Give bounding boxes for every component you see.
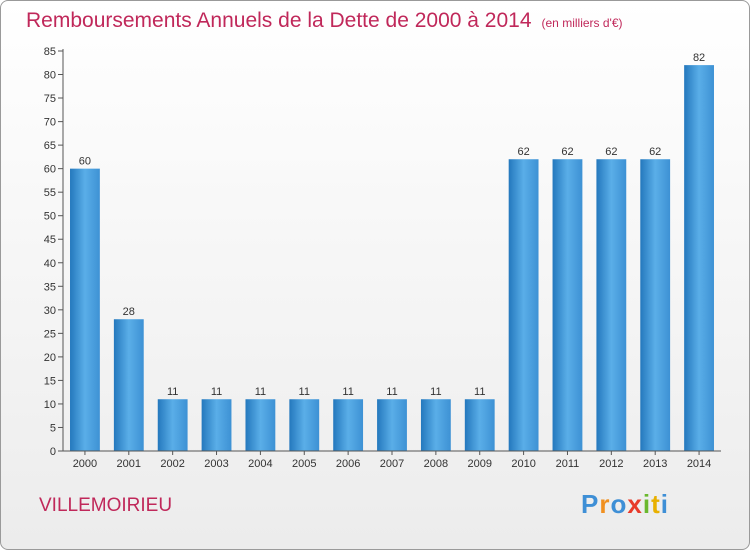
chart-title-text: Remboursements Annuels de la Dette de 20… (26, 9, 532, 32)
commune-name: VILLEMOIRIEU (39, 495, 173, 516)
y-tick-label: 5 (50, 422, 56, 434)
x-axis: 2000 2001 2002 2003 2004 2005 2006 2007 2008 2009… (63, 450, 721, 470)
logo-letter: r (599, 489, 611, 519)
logo-letter: i (642, 489, 652, 519)
data-label: 11 (255, 386, 266, 398)
y-tick-label: 80 (44, 70, 56, 82)
data-label: 62 (605, 146, 617, 158)
x-tick-label: 2012 (599, 458, 623, 470)
chart-unit-note: (en milliers d'€) (541, 16, 623, 30)
bar (201, 399, 232, 451)
bar (333, 399, 364, 451)
data-label: 11 (342, 386, 353, 398)
logo-letter: P (581, 489, 600, 519)
bar (596, 159, 627, 451)
bar (289, 399, 320, 451)
x-tick-label: 2003 (204, 458, 228, 470)
x-tick-label: 2000 (73, 458, 97, 470)
y-tick-label: 60 (44, 164, 56, 176)
y-tick-label: 50 (44, 211, 56, 223)
bar (157, 399, 188, 451)
y-tick-label: 0 (50, 446, 56, 458)
data-label: 11 (474, 386, 485, 398)
x-tick-label: 2009 (467, 458, 491, 470)
data-label: 11 (211, 386, 222, 398)
data-label: 60 (79, 156, 91, 168)
bar-series (70, 65, 714, 451)
logo-letter: i (660, 489, 669, 519)
y-tick-label: 75 (44, 93, 56, 105)
y-tick-label: 55 (44, 187, 56, 199)
x-tick-label: 2005 (292, 458, 316, 470)
bar (552, 159, 583, 451)
bar (113, 319, 144, 451)
y-tick-label: 85 (44, 46, 56, 58)
bar (420, 399, 451, 451)
y-tick-label: 15 (44, 375, 56, 387)
data-label: 62 (561, 146, 573, 158)
data-label: 82 (693, 52, 705, 64)
y-tick-label: 35 (44, 281, 56, 293)
x-tick-label: 2006 (336, 458, 360, 470)
y-tick-label: 30 (44, 305, 56, 317)
x-tick-label: 2004 (248, 458, 272, 470)
bar (640, 159, 671, 451)
logo-letter: t (651, 489, 661, 519)
proxiti-logo: Proxiti (581, 489, 669, 520)
y-tick-label: 20 (44, 352, 56, 364)
y-tick-label: 40 (44, 258, 56, 270)
x-tick-label: 2007 (380, 458, 404, 470)
y-axis: 0 5 10 15 20 25 30 35 40 45 50 55 60 65 70 75 80 85 (44, 46, 64, 458)
data-label: 11 (167, 386, 178, 398)
data-labels: 60 28 11 11 11 11 11 11 11 11 62 62 62 62 82 (79, 52, 705, 398)
x-tick-label: 2001 (117, 458, 141, 470)
bar (377, 399, 407, 451)
data-label: 11 (299, 386, 310, 398)
data-label: 11 (386, 386, 397, 398)
bar (245, 399, 276, 451)
y-tick-label: 10 (44, 399, 56, 411)
x-tick-label: 2014 (687, 458, 711, 470)
y-tick-label: 25 (44, 328, 56, 340)
bar (464, 399, 495, 451)
x-tick-label: 2002 (160, 458, 184, 470)
data-label: 28 (123, 306, 135, 318)
data-label: 62 (649, 146, 661, 158)
data-label: 62 (517, 146, 529, 158)
x-tick-label: 2010 (511, 458, 535, 470)
y-tick-label: 45 (44, 234, 56, 246)
bar (508, 159, 539, 451)
x-tick-label: 2008 (424, 458, 448, 470)
bar (70, 168, 100, 451)
x-tick-label: 2013 (643, 458, 667, 470)
data-label: 11 (430, 386, 441, 398)
bar (684, 65, 714, 451)
y-tick-label: 65 (44, 140, 56, 152)
chart-title: Remboursements Annuels de la Dette de 20… (26, 9, 623, 33)
y-tick-label: 70 (44, 117, 56, 129)
logo-letter: x (627, 489, 643, 519)
logo-letter: o (610, 489, 628, 519)
x-tick-label: 2011 (556, 458, 580, 470)
